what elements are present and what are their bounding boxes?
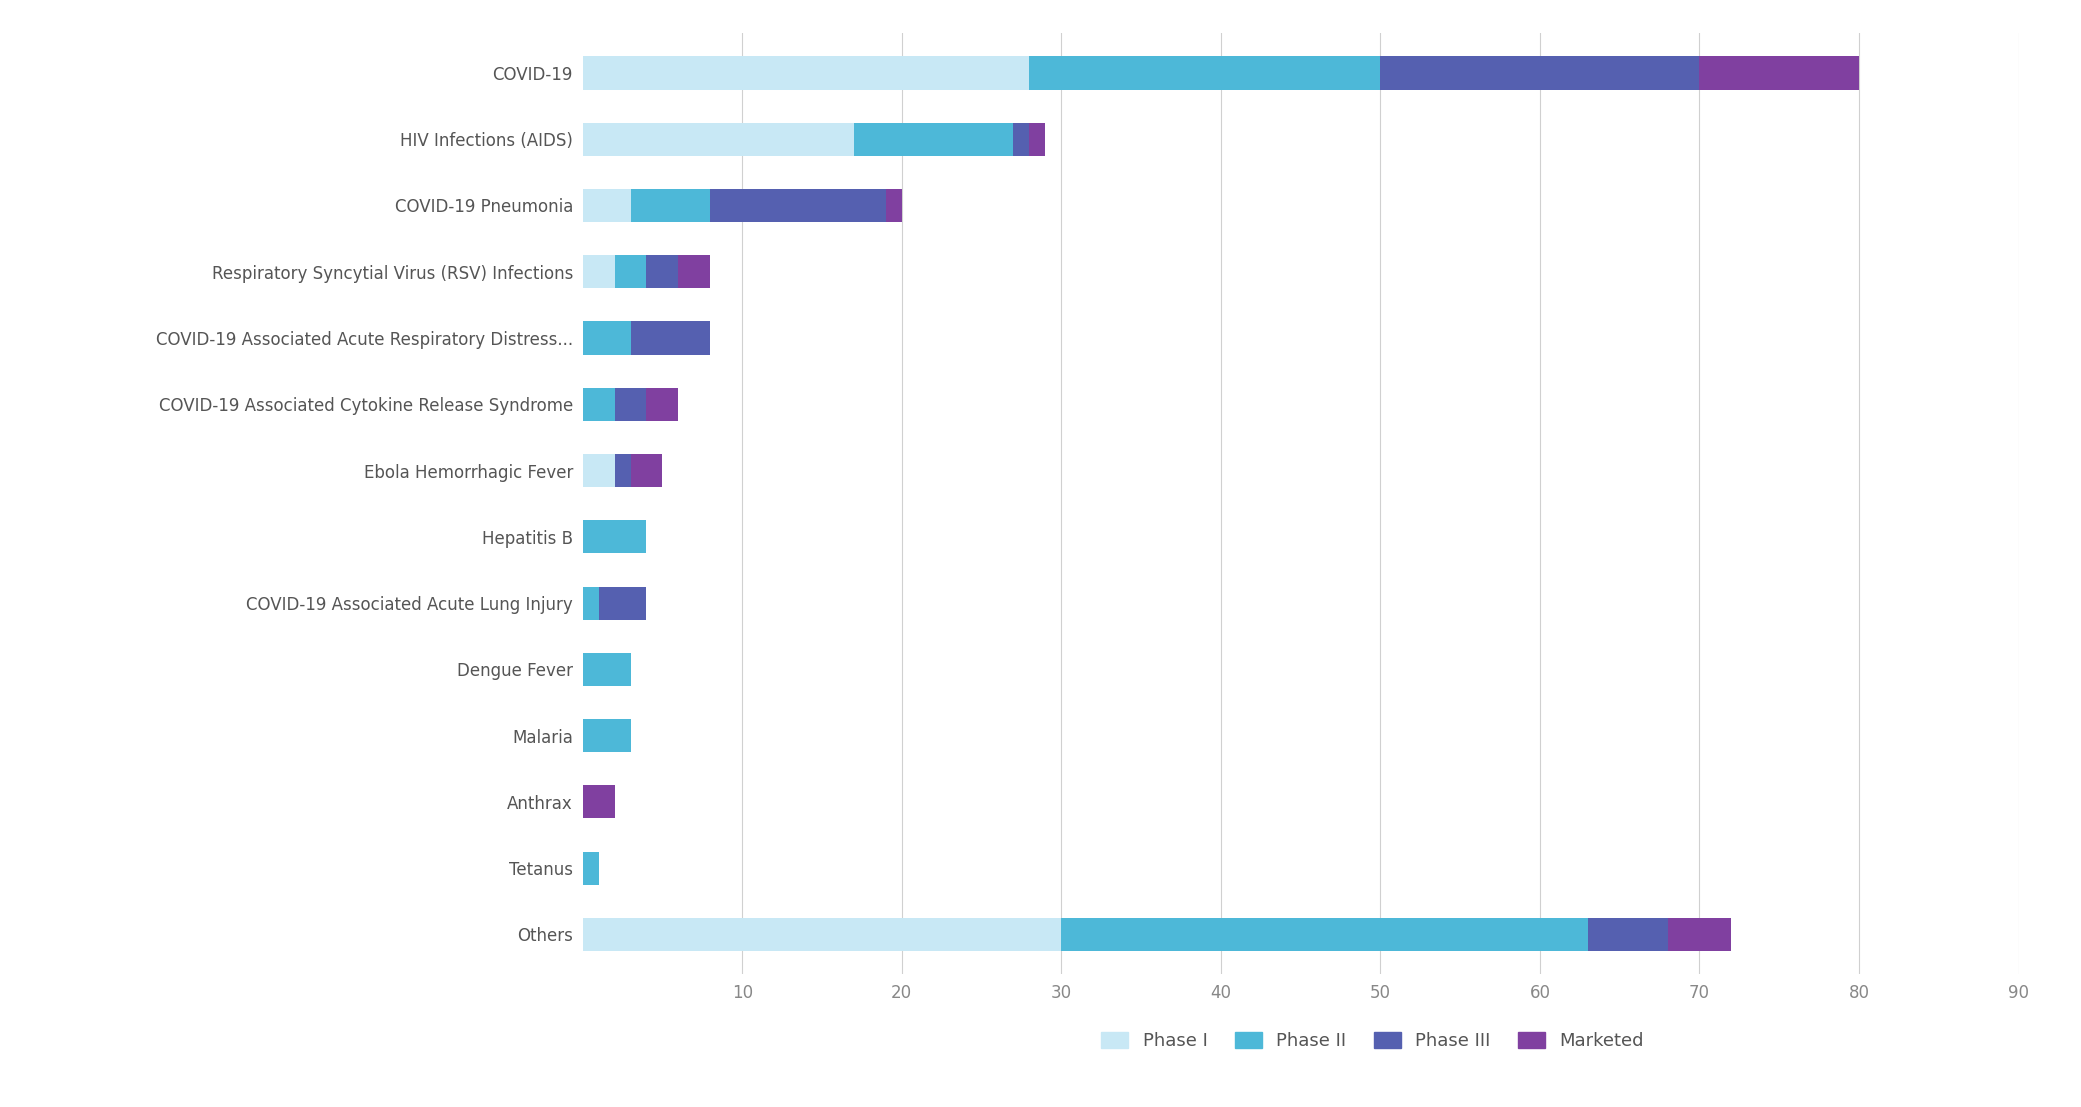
- Bar: [678, 256, 710, 288]
- Bar: [710, 189, 887, 223]
- Bar: [647, 387, 678, 421]
- Bar: [614, 387, 647, 421]
- Bar: [599, 587, 647, 620]
- Bar: [583, 387, 614, 421]
- Bar: [583, 189, 631, 223]
- Bar: [583, 123, 853, 156]
- Bar: [1030, 56, 1380, 90]
- Bar: [631, 454, 662, 487]
- Bar: [583, 653, 631, 686]
- Bar: [583, 56, 1030, 90]
- Bar: [647, 256, 678, 288]
- Bar: [1588, 918, 1667, 951]
- Bar: [1030, 123, 1045, 156]
- Bar: [853, 123, 1013, 156]
- Bar: [583, 785, 614, 818]
- Bar: [583, 720, 631, 752]
- Bar: [583, 520, 647, 554]
- Bar: [1061, 918, 1588, 951]
- Bar: [1700, 56, 1858, 90]
- Legend: Phase I, Phase II, Phase III, Marketed: Phase I, Phase II, Phase III, Marketed: [1093, 1023, 1652, 1059]
- Bar: [583, 851, 599, 884]
- Bar: [1380, 56, 1700, 90]
- Bar: [631, 321, 710, 354]
- Bar: [583, 587, 599, 620]
- Bar: [887, 189, 901, 223]
- Bar: [1667, 918, 1731, 951]
- Bar: [583, 321, 631, 354]
- Bar: [583, 918, 1061, 951]
- Bar: [631, 189, 710, 223]
- Bar: [1013, 123, 1030, 156]
- Bar: [583, 454, 614, 487]
- Bar: [583, 256, 614, 288]
- Bar: [614, 256, 647, 288]
- Bar: [614, 454, 631, 487]
